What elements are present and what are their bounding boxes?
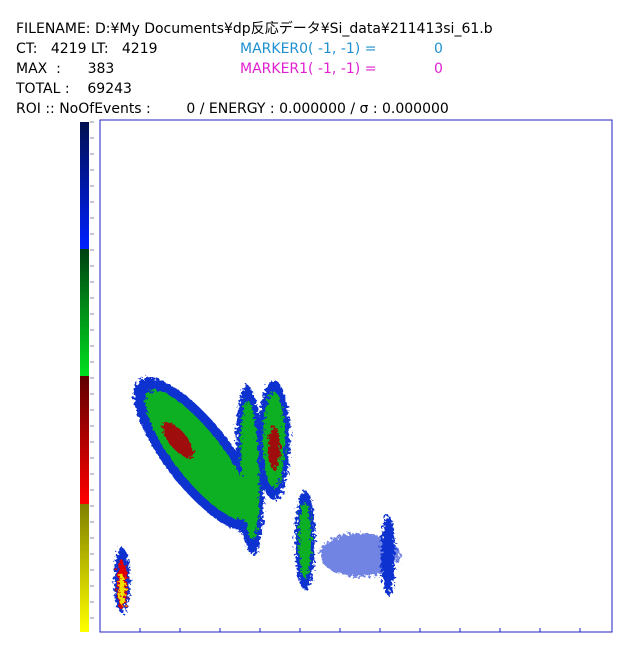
- histogram-image: [114, 377, 400, 613]
- color-bar: [80, 122, 89, 632]
- marker0-label: MARKER0( -1, -1) =: [240, 41, 376, 57]
- filename: FILENAME: D:¥My Documents¥dp反応データ¥Si_dat…: [16, 20, 493, 37]
- marker1-label: MARKER1( -1, -1) =: [240, 61, 376, 77]
- marker1-value: 0: [434, 61, 443, 77]
- max: MAX : 383: [16, 61, 114, 77]
- total: TOTAL : 69243: [15, 81, 132, 97]
- roi: ROI :: NoOfEvents : 0 / ENERGY : 0.00000…: [16, 101, 449, 117]
- marker0-value: 0: [434, 41, 443, 57]
- counts: CT: 4219 LT: 4219: [16, 41, 158, 57]
- color-bar-ticks: [90, 121, 94, 619]
- x-ticks: [139, 628, 581, 632]
